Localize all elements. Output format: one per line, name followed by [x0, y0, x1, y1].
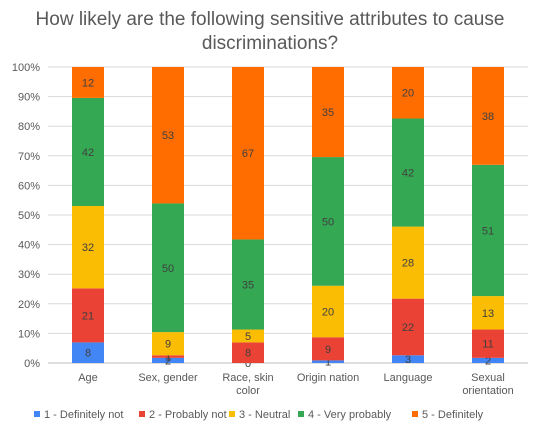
data-label: 35 [322, 107, 334, 119]
bar-segment [232, 342, 264, 363]
bar-segment [312, 157, 344, 286]
data-label: 50 [162, 263, 174, 275]
legend-swatch [139, 411, 145, 417]
x-tick-label-line: Sexual [471, 372, 505, 384]
legend-label: 2 - Probably not [149, 409, 227, 421]
data-label: 13 [482, 308, 494, 320]
legend-swatch [34, 411, 40, 417]
y-tick-label: 60% [18, 180, 40, 192]
legend-label: 4 - Very probably [308, 409, 392, 421]
bar-segment [152, 332, 184, 356]
data-label: 35 [242, 279, 254, 291]
y-tick-label: 90% [18, 92, 40, 104]
legend-swatch [229, 411, 235, 417]
data-label: 12 [82, 77, 94, 89]
data-label: 20 [322, 307, 334, 319]
bar-segment [72, 67, 104, 98]
bar-segment [72, 288, 104, 343]
y-tick-label: 80% [18, 121, 40, 133]
data-label: 2 [165, 355, 171, 367]
y-tick-label: 30% [18, 269, 40, 281]
bar-segment [392, 226, 424, 299]
y-tick-label: 40% [18, 240, 40, 252]
bar-segment [472, 67, 504, 165]
legend-label: 3 - Neutral [239, 409, 290, 421]
data-label: 50 [322, 216, 334, 228]
data-label: 5 [245, 331, 251, 343]
x-tick-label: Sex, gender [138, 372, 198, 384]
data-label: 21 [82, 310, 94, 322]
data-label: 28 [402, 258, 414, 270]
bar-segment [72, 342, 104, 363]
x-tick-label-line: orientation [462, 385, 513, 397]
data-label: 1 [325, 357, 331, 369]
x-tick-label-line: Sex, gender [138, 372, 198, 384]
data-label: 42 [82, 147, 94, 159]
x-tick-label-line: Origin nation [297, 372, 359, 384]
data-label: 67 [242, 148, 254, 160]
x-tick-label-line: Age [78, 372, 98, 384]
legend-label: 1 - Definitely not [44, 409, 123, 421]
y-tick-label: 20% [18, 299, 40, 311]
legend-swatch [298, 411, 304, 417]
chart-title: How likely are the following sensitive a… [35, 9, 505, 54]
data-label: 8 [245, 348, 251, 360]
data-label: 51 [482, 225, 494, 237]
x-tick-label: Language [384, 372, 433, 384]
bar-segment [392, 67, 424, 119]
data-label: 32 [82, 242, 94, 254]
bar-segment [472, 296, 504, 330]
y-tick-label: 10% [18, 328, 40, 340]
bar-segment [472, 164, 504, 297]
y-tick-label: 70% [18, 151, 40, 163]
data-label: 38 [482, 111, 494, 123]
bar-segment [392, 118, 424, 227]
data-label: 9 [325, 344, 331, 356]
bar-segment [312, 67, 344, 158]
bar-segment [152, 203, 184, 333]
x-tick-label-line: Language [384, 372, 433, 384]
bar-segment [152, 357, 184, 363]
data-label: 2 [485, 355, 491, 367]
bar-segment [392, 298, 424, 356]
y-tick-label: 50% [18, 210, 40, 222]
legend-swatch [412, 411, 418, 417]
data-label: 20 [402, 88, 414, 100]
data-label: 3 [405, 354, 411, 366]
bar-segment [232, 239, 264, 330]
data-label: 9 [165, 339, 171, 351]
data-label: 53 [162, 130, 174, 142]
x-tick-label: Origin nation [297, 372, 359, 384]
bar-segment [472, 357, 504, 363]
data-label: 1 [165, 352, 171, 364]
bar-segment [152, 355, 184, 358]
x-tick-label-line: color [236, 385, 260, 397]
bar-segment [472, 329, 504, 358]
bar-segment [312, 285, 344, 338]
x-tick-label: Sexual orientation [462, 372, 513, 397]
data-label: 0 [245, 358, 251, 370]
bar-segment [232, 329, 264, 343]
y-tick-label: 100% [12, 62, 40, 74]
bar-segment [232, 67, 264, 240]
data-label: 8 [85, 348, 91, 360]
bar-segment [152, 67, 184, 204]
data-label: 11 [482, 339, 493, 351]
bar-segment [312, 337, 344, 361]
data-label: 42 [402, 168, 414, 180]
data-label: 22 [402, 322, 414, 334]
bar-segment [72, 205, 104, 289]
x-tick-label: Race, skin color [222, 372, 273, 397]
y-tick-label: 0% [24, 358, 40, 370]
bar-segment [72, 97, 104, 206]
legend-label: 5 - Definitely [422, 409, 484, 421]
x-tick-label-line: Race, skin [222, 372, 273, 384]
bar-segment [312, 360, 344, 363]
x-tick-label: Age [78, 372, 98, 384]
bar-segment [392, 355, 424, 363]
